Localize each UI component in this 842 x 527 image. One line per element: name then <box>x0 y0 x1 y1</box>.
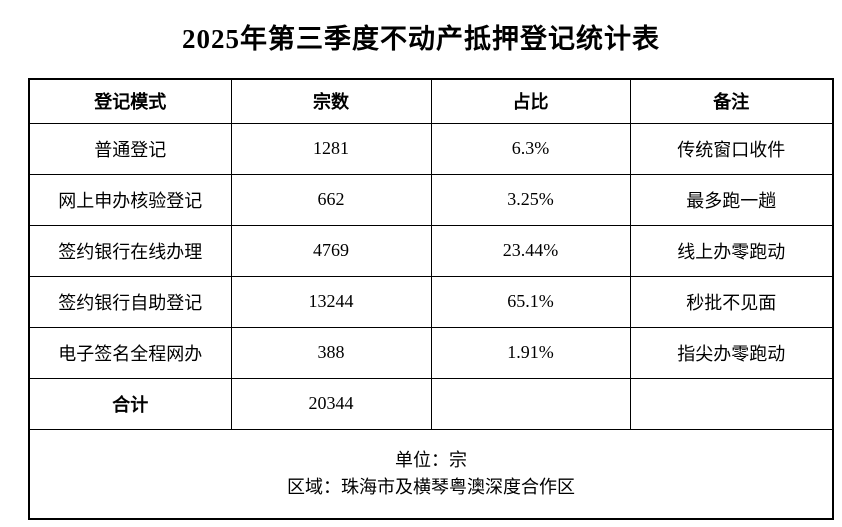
cell-mode: 签约银行在线办理 <box>28 224 232 277</box>
cell-mode: 普通登记 <box>28 122 232 175</box>
cell-note: 秒批不见面 <box>629 275 834 328</box>
cell-ratio: 3.25% <box>430 173 631 226</box>
cell-mode: 电子签名全程网办 <box>28 326 232 379</box>
header-registration-mode: 登记模式 <box>28 78 232 124</box>
cell-note: 传统窗口收件 <box>629 122 834 175</box>
cell-count: 1281 <box>230 122 432 175</box>
table-total-row: 合计 20344 <box>28 377 834 430</box>
table-row: 网上申办核验登记 662 3.25% 最多跑一趟 <box>28 173 834 226</box>
total-label: 合计 <box>28 377 232 430</box>
table-header-row: 登记模式 宗数 占比 备注 <box>28 78 834 124</box>
total-ratio <box>430 377 631 430</box>
region-note: 区域：珠海市及横琴粤澳深度合作区 <box>287 476 575 497</box>
cell-note: 线上办零跑动 <box>629 224 834 277</box>
cell-mode: 签约银行自助登记 <box>28 275 232 328</box>
cell-note: 指尖办零跑动 <box>629 326 834 379</box>
header-remarks: 备注 <box>629 78 834 124</box>
total-note <box>629 377 834 430</box>
table-row: 签约银行自助登记 13244 65.1% 秒批不见面 <box>28 275 834 328</box>
cell-ratio: 6.3% <box>430 122 631 175</box>
table-row: 签约银行在线办理 4769 23.44% 线上办零跑动 <box>28 224 834 277</box>
header-case-count: 宗数 <box>230 78 432 124</box>
statistics-table: 登记模式 宗数 占比 备注 普通登记 1281 6.3% 传统窗口收件 网上申办… <box>28 78 834 520</box>
page-title: 2025年第三季度不动产抵押登记统计表 <box>182 24 660 54</box>
table-row: 电子签名全程网办 388 1.91% 指尖办零跑动 <box>28 326 834 379</box>
table-footer-cell: 单位：宗 区域：珠海市及横琴粤澳深度合作区 <box>28 428 834 520</box>
cell-count: 4769 <box>230 224 432 277</box>
cell-ratio: 1.91% <box>430 326 631 379</box>
cell-count: 662 <box>230 173 432 226</box>
cell-ratio: 23.44% <box>430 224 631 277</box>
total-count: 20344 <box>230 377 432 430</box>
cell-ratio: 65.1% <box>430 275 631 328</box>
cell-count: 388 <box>230 326 432 379</box>
header-proportion: 占比 <box>430 78 631 124</box>
cell-count: 13244 <box>230 275 432 328</box>
cell-mode: 网上申办核验登记 <box>28 173 232 226</box>
table-footer-row: 单位：宗 区域：珠海市及横琴粤澳深度合作区 <box>28 428 834 520</box>
cell-note: 最多跑一趟 <box>629 173 834 226</box>
unit-note: 单位：宗 <box>395 449 467 470</box>
table-row: 普通登记 1281 6.3% 传统窗口收件 <box>28 122 834 175</box>
